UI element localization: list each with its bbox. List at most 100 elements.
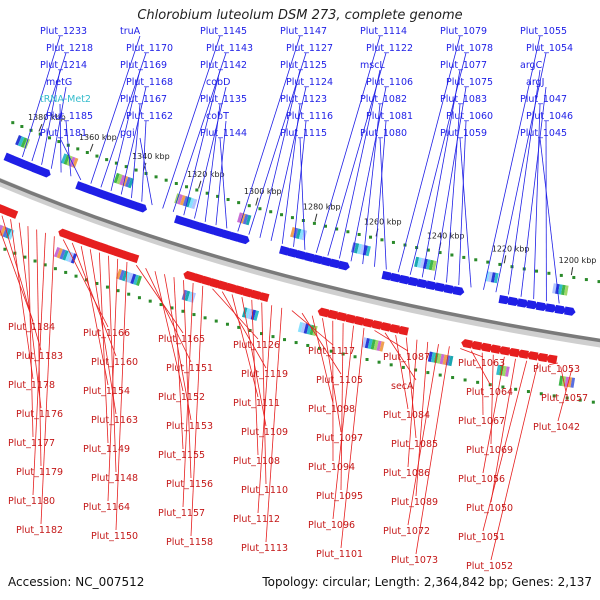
- reverse-leader-line: [27, 226, 34, 438]
- reverse-gene-arrow: [470, 340, 483, 351]
- reverse-gene-label: Plut_1053: [533, 364, 580, 375]
- forward-leader-line: [299, 137, 306, 250]
- forward-gene-label: cobD: [206, 77, 230, 88]
- reverse-gene-arrow: [183, 270, 196, 281]
- forward-gene-label: Plut_1142: [200, 60, 247, 71]
- reverse-leader-line: [265, 307, 283, 543]
- reverse-gene-arrow: [517, 349, 529, 359]
- reverse-gene-label: Plut_1098: [308, 404, 355, 415]
- forward-gene-label: Plut_1114: [360, 26, 407, 37]
- feature-band: [414, 256, 437, 271]
- kbp-tick-mark: [38, 123, 43, 132]
- forward-gene-label: Plut_1055: [520, 26, 567, 37]
- kbp-tick-label: 1200 kbp: [559, 256, 597, 265]
- forward-leader-line: [215, 120, 227, 226]
- ring-dot: [290, 216, 294, 220]
- ring-dot: [124, 165, 128, 169]
- kbp-tick-mark: [570, 267, 574, 276]
- forward-gene-label: Plut_1075: [446, 77, 493, 88]
- forward-leader-line: [495, 52, 547, 293]
- reverse-gene-label: Plut_1155: [158, 450, 205, 461]
- forward-gene-label: argC: [520, 60, 543, 71]
- reverse-leader-line: [322, 318, 342, 433]
- reverse-gene-label: Plut_1085: [391, 439, 438, 450]
- forward-gene-arrow: [213, 227, 226, 238]
- reverse-gene-arrow: [461, 339, 473, 349]
- forward-leader-line: [508, 69, 541, 295]
- forward-gene-label: Plut_1127: [286, 43, 333, 54]
- ring-dot: [346, 230, 350, 234]
- forward-gene-label: Plut_1078: [446, 43, 493, 54]
- reverse-gene-label: Plut_1183: [16, 351, 63, 362]
- feature-band: [241, 307, 260, 321]
- feature-band: [116, 268, 142, 286]
- ring-dot: [20, 125, 24, 129]
- ring-dot: [214, 319, 218, 323]
- ring-dot: [53, 267, 57, 271]
- reverse-gene-arrow: [545, 354, 558, 364]
- reverse-leader-line: [62, 239, 109, 328]
- reverse-gene-label: Plut_1056: [458, 474, 505, 485]
- backbone-line: [0, 178, 600, 343]
- ring-dot: [389, 363, 393, 367]
- reverse-leader-line: [482, 356, 505, 474]
- forward-gene-arrow: [425, 280, 438, 291]
- reverse-gene-label: Plut_1072: [383, 526, 430, 537]
- forward-leader-line: [350, 86, 387, 262]
- reverse-gene-label: Plut_1166: [83, 328, 130, 339]
- ring-dot: [23, 255, 27, 259]
- forward-gene-label: Plut_1059: [440, 128, 487, 139]
- reverse-leader-line: [108, 255, 117, 473]
- ring-dot: [306, 343, 310, 347]
- ring-dot: [380, 238, 384, 242]
- forward-gene-arrow: [135, 202, 148, 213]
- ring-dot: [572, 276, 576, 280]
- ring-dot: [76, 147, 80, 151]
- forward-gene-label: Plut_1162: [126, 111, 173, 122]
- ring-dot: [85, 151, 89, 155]
- reverse-leader-line: [107, 258, 119, 502]
- reverse-gene-label: Plut_1086: [383, 468, 430, 479]
- ring-dot: [514, 387, 518, 391]
- forward-leader-line: [139, 137, 153, 206]
- ring-dot: [174, 181, 178, 185]
- reverse-leader-line: [332, 325, 354, 520]
- forward-leader-line: [293, 120, 307, 247]
- reverse-leader-line: [374, 330, 409, 352]
- forward-leader-line: [22, 35, 61, 158]
- reverse-gene-label: Plut_1119: [241, 369, 288, 380]
- ring-dot: [565, 396, 569, 400]
- forward-gene-label: Plut_1144: [200, 128, 247, 139]
- kbp-tick-mark: [314, 213, 318, 222]
- forward-gene-arrow: [564, 306, 576, 316]
- reverse-leader-line: [32, 232, 46, 496]
- reverse-gene-arrow: [489, 344, 501, 354]
- forward-gene-arrow: [399, 274, 411, 285]
- forward-leader-line: [397, 35, 461, 273]
- reverse-gene-label: Plut_1182: [16, 525, 63, 536]
- reverse-leader-line: [183, 280, 192, 479]
- forward-leader-line: [65, 120, 72, 177]
- forward-gene-arrow: [312, 254, 325, 265]
- ring-dot: [247, 204, 251, 208]
- feature-band: [552, 283, 569, 296]
- ring-dot: [260, 332, 264, 336]
- forward-gene-label: tRNA-Met2: [40, 94, 91, 105]
- reverse-gene-label: Plut_1150: [91, 531, 138, 542]
- forward-leader-line: [483, 35, 541, 290]
- forward-gene-label: Plut_1124: [286, 77, 333, 88]
- ring-dot: [463, 378, 467, 382]
- reverse-gene-arrow: [224, 282, 237, 293]
- reverse-gene-label: Plut_1084: [383, 410, 430, 421]
- reverse-gene-arrow: [232, 285, 245, 296]
- forward-leader-line: [110, 69, 141, 192]
- accession-text: Accession: NC_007512: [8, 575, 145, 589]
- reverse-leader-line: [407, 344, 439, 526]
- forward-leader-line: [237, 35, 301, 232]
- ring-dot: [185, 185, 189, 189]
- reverse-gene-label: Plut_1178: [8, 380, 55, 391]
- ring-dot: [414, 368, 418, 372]
- reverse-leader-line: [490, 362, 539, 561]
- forward-gene-arrow: [416, 278, 429, 289]
- reverse-leader-line: [154, 271, 184, 392]
